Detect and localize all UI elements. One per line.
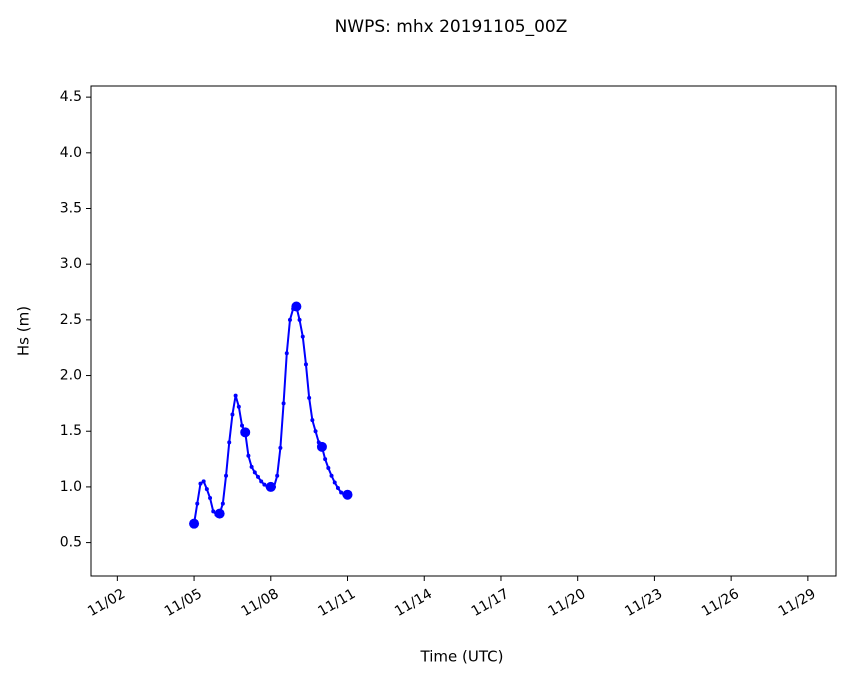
point [303, 362, 308, 367]
point [323, 457, 328, 462]
point [291, 301, 302, 312]
x-tick-label: 11/11 [315, 586, 358, 620]
y-tick-label: 3.5 [60, 201, 82, 217]
point [287, 317, 292, 322]
point [249, 464, 254, 469]
point [220, 501, 225, 506]
x-tick-label: 11/02 [85, 586, 128, 620]
point [233, 393, 238, 398]
y-tick-label: 4.5 [60, 89, 82, 105]
point [256, 474, 261, 479]
point [259, 479, 264, 484]
point [214, 508, 225, 519]
point [316, 441, 327, 452]
x-tick-label: 11/08 [239, 586, 282, 620]
point [204, 487, 209, 492]
point [246, 453, 251, 458]
chart-title: NWPS: mhx 20191105_00Z [335, 17, 568, 37]
point [284, 351, 289, 356]
point [201, 479, 206, 484]
y-tick-label: 2.5 [60, 312, 82, 328]
point [300, 334, 305, 339]
point [329, 473, 334, 478]
point [313, 429, 318, 434]
y-tick-label: 1.0 [60, 479, 82, 495]
x-tick-label: 11/20 [546, 586, 589, 620]
point [195, 501, 200, 506]
point [198, 481, 203, 486]
point [335, 486, 340, 491]
y-tick-label: 4.0 [60, 145, 82, 161]
point [342, 489, 353, 500]
point [275, 473, 280, 478]
point [211, 509, 216, 514]
point [307, 395, 312, 400]
y-axis-label: Hs (m) [15, 306, 33, 356]
x-tick-label: 11/23 [622, 586, 665, 620]
x-tick-label: 11/26 [699, 586, 742, 620]
point [271, 484, 276, 489]
y-tick-label: 3.0 [60, 256, 82, 272]
y-tick-label: 2.0 [60, 368, 82, 384]
point [224, 473, 229, 478]
point [326, 465, 331, 470]
point [227, 440, 232, 445]
point [278, 445, 283, 450]
y-tick-label: 0.5 [60, 535, 82, 551]
point [265, 481, 276, 492]
point [262, 482, 267, 487]
point [236, 404, 241, 409]
x-tick-label: 11/29 [776, 586, 819, 620]
point [230, 412, 235, 417]
point [240, 427, 251, 438]
point [208, 496, 213, 501]
point [339, 490, 344, 495]
x-axis-label: Time (UTC) [420, 648, 504, 666]
point [332, 480, 337, 485]
point [189, 518, 200, 529]
x-tick-label: 11/17 [469, 586, 512, 620]
point [297, 317, 302, 322]
plot-frame [90, 85, 837, 577]
y-tick-label: 1.5 [60, 423, 82, 439]
x-tick-label: 11/05 [162, 586, 205, 620]
point [252, 470, 257, 475]
point [240, 423, 245, 428]
point [281, 401, 286, 406]
point [310, 418, 315, 423]
x-tick-label: 11/14 [392, 586, 435, 620]
